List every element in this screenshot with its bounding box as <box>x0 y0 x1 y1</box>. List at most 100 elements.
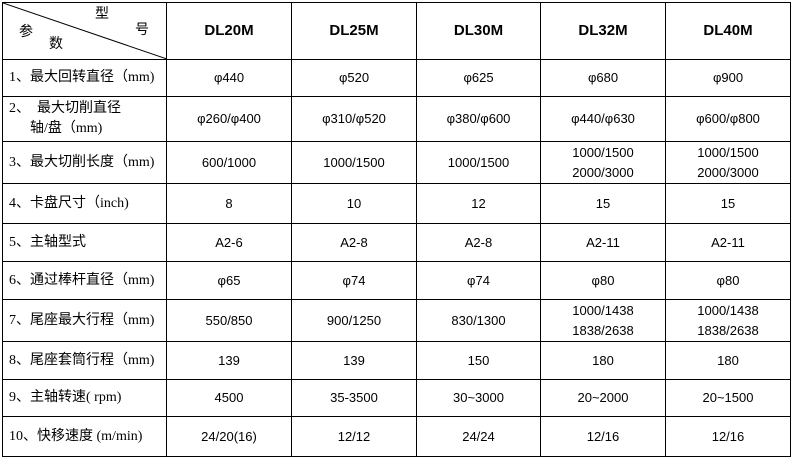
param-cell: 6、通过棒杆直径（mm) <box>2 261 167 300</box>
param-cell: 8、尾座套筒行程（mm) <box>2 341 167 380</box>
value-cell: 1000/1500 2000/3000 <box>665 141 791 184</box>
model-header: DL32M <box>540 2 666 60</box>
value-text: 139 <box>218 352 240 368</box>
param-cell: 4、卡盘尺寸（inch) <box>2 183 167 224</box>
value-cell: 20~2000 <box>540 379 666 417</box>
value-cell: φ260/φ400 <box>166 96 292 142</box>
value-text: 4500 <box>214 390 244 405</box>
value-text: 1000/1500 <box>572 144 634 160</box>
value-text: φ440/φ630 <box>571 111 635 126</box>
value-text: 1838/2638 <box>572 322 634 338</box>
value-text: 1838/2638 <box>697 322 759 338</box>
table-row: 8、尾座套筒行程（mm) 139 139 150 180 180 <box>2 341 791 380</box>
table-row: 3、最大切削长度（mm) 600/1000 1000/1500 1000/1500 10… <box>2 141 791 184</box>
param-label: 2、 最大切削直径 <box>9 101 121 116</box>
value-cell: φ900 <box>665 59 791 97</box>
value-cell: 12/12 <box>291 416 417 457</box>
value-text: φ900 <box>712 70 744 85</box>
value-cell: 1000/1500 2000/3000 <box>540 141 666 184</box>
param-label: 9、主轴转速( rpm) <box>9 390 122 405</box>
model-header: DL30M <box>416 2 541 60</box>
value-text: 550/850 <box>205 312 253 328</box>
value-cell: 20~1500 <box>665 379 791 417</box>
value-cell: 15 <box>540 183 666 224</box>
value-text: A2-6 <box>215 234 243 250</box>
value-text: φ380/φ600 <box>446 111 511 126</box>
value-text: 2000/3000 <box>697 164 759 180</box>
value-text: φ74 <box>467 272 490 288</box>
value-cell: 139 <box>166 341 292 380</box>
value-text: φ310/φ520 <box>322 111 386 126</box>
value-text: 1000/1438 <box>572 302 634 318</box>
value-cell: 1000/1500 <box>416 141 541 184</box>
value-cell: φ74 <box>291 261 417 300</box>
value-cell: 150 <box>416 341 541 380</box>
value-text: 24/20(16) <box>201 428 257 444</box>
value-cell: φ440/φ630 <box>540 96 666 142</box>
header-row: 型 号 参 数 DL20M DL25M DL30M DL32M DL40M <box>2 2 791 60</box>
value-text: 12/12 <box>337 428 371 444</box>
table-row: 2、 最大切削直径 轴/盘（mm) φ260/φ400 φ310/φ520 φ380/… <box>2 96 791 142</box>
corner-cell: 型 号 参 数 <box>2 2 167 60</box>
value-text: 10 <box>346 195 362 211</box>
param-cell: 1、最大回转直径（mm) <box>2 59 167 97</box>
value-text: A2-11 <box>711 234 745 250</box>
value-text: 1000/1500 <box>697 144 759 160</box>
value-cell: A2-11 <box>665 223 791 262</box>
value-text: φ260/φ400 <box>197 111 261 126</box>
value-text: φ625 <box>463 70 494 85</box>
value-cell: 10 <box>291 183 417 224</box>
corner-left: 参 <box>19 25 33 40</box>
param-label: 10、快移速度 (m/min) <box>9 428 143 444</box>
value-cell: φ600/φ800 <box>665 96 791 142</box>
table-row: 4、卡盘尺寸（inch) 8 10 12 15 15 <box>2 183 791 224</box>
model-header: DL20M <box>166 2 292 60</box>
value-text: φ440 <box>213 70 245 85</box>
value-cell: φ310/φ520 <box>291 96 417 142</box>
value-text: 1000/1438 <box>697 302 759 318</box>
value-cell: 830/1300 <box>416 299 541 342</box>
param-label: 6、通过棒杆直径（mm) <box>9 272 155 288</box>
param-cell: 7、尾座最大行程（mm) <box>2 299 167 342</box>
value-cell: 180 <box>665 341 791 380</box>
param-cell: 5、主轴型式 <box>2 223 167 262</box>
corner-right: 号 <box>135 23 149 38</box>
value-text: 600/1000 <box>201 154 257 170</box>
value-text: φ80 <box>716 272 740 288</box>
value-text: A2-8 <box>464 234 493 250</box>
value-cell: 139 <box>291 341 417 380</box>
param-cell: 9、主轴转速( rpm) <box>2 379 167 417</box>
value-text: 12/16 <box>586 428 620 444</box>
value-text: 8 <box>225 195 233 211</box>
param-cell: 10、快移速度 (m/min) <box>2 416 167 457</box>
value-cell: 12/16 <box>540 416 666 457</box>
param-label: 1、最大回转直径（mm) <box>9 70 155 85</box>
table-row: 1、最大回转直径（mm) φ440 φ520 φ625 φ680 φ900 <box>2 59 791 97</box>
value-cell: 8 <box>166 183 292 224</box>
value-text: 15 <box>720 195 736 211</box>
value-cell: 12/16 <box>665 416 791 457</box>
value-text: 1000/1500 <box>323 154 385 170</box>
value-text: A2-8 <box>340 234 368 250</box>
value-text: φ520 <box>338 70 370 85</box>
value-cell: 1000/1500 <box>291 141 417 184</box>
value-cell: φ625 <box>416 59 541 97</box>
value-text: φ65 <box>217 272 241 288</box>
value-text: 24/24 <box>462 428 495 444</box>
value-text: 180 <box>717 352 739 368</box>
param-cell: 2、 最大切削直径 轴/盘（mm) <box>2 96 167 142</box>
param-label: 4、卡盘尺寸（inch) <box>9 195 129 211</box>
value-cell: 1000/1438 1838/2638 <box>540 299 666 342</box>
value-cell: φ520 <box>291 59 417 97</box>
param-cell: 3、最大切削长度（mm) <box>2 141 167 184</box>
value-text: 900/1250 <box>326 312 382 328</box>
param-label: 3、最大切削长度（mm) <box>9 154 155 170</box>
value-text: 30~3000 <box>453 390 504 405</box>
value-cell: φ80 <box>665 261 791 300</box>
value-text: φ680 <box>587 70 619 85</box>
value-cell: φ440 <box>166 59 292 97</box>
param-label: 5、主轴型式 <box>9 234 86 250</box>
table-row: 10、快移速度 (m/min) 24/20(16) 12/12 24/24 12/16 1… <box>2 416 791 457</box>
value-text: φ80 <box>591 272 615 288</box>
